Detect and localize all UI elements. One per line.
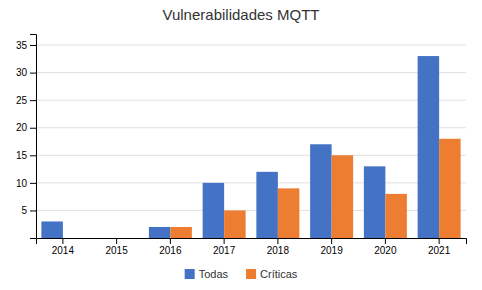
- y-tick: 30: [16, 67, 36, 78]
- y-tick-label: 5: [21, 205, 27, 216]
- y-axis-line: [30, 35, 37, 239]
- grid-line: [36, 127, 466, 128]
- legend-swatch: [185, 269, 195, 279]
- x-tick-mark: [439, 238, 440, 244]
- legend-swatch: [246, 269, 256, 279]
- x-tick-label: 2021: [428, 245, 451, 256]
- y-tick-label: 20: [16, 122, 28, 133]
- bar: [256, 172, 278, 238]
- x-tick-mark: [62, 238, 63, 244]
- x-tick-label: 2016: [159, 245, 182, 256]
- bar: [203, 183, 225, 238]
- y-tick-label: 15: [16, 150, 28, 161]
- bar: [170, 227, 192, 238]
- y-tick-label: 10: [16, 178, 28, 189]
- x-tick: 2021: [428, 238, 451, 256]
- legend-label: Todas: [199, 268, 229, 280]
- x-tick-label: 2020: [374, 245, 397, 256]
- x-tick: 2020: [374, 238, 397, 256]
- bar: [224, 210, 246, 238]
- grid-line: [36, 182, 466, 183]
- plot-area: 5 10 15 20 25 30 35 2014 2015 2016 2017 2018 2019 202…: [16, 35, 467, 257]
- x-tick-label: 2017: [213, 245, 236, 256]
- y-tick: 25: [16, 95, 36, 106]
- x-tick: 2018: [267, 238, 290, 256]
- y-tick: 15: [16, 150, 36, 161]
- x-tick-mark: [170, 238, 171, 244]
- bar: [41, 221, 63, 238]
- y-tick-mark: [30, 128, 36, 129]
- legend-label: Críticas: [260, 268, 298, 280]
- x-axis: 2014 2015 2016 2017 2018 2019 2020 2021: [37, 238, 467, 256]
- bar-series: [41, 56, 439, 238]
- x-tick-mark: [116, 238, 117, 244]
- bar: [117, 238, 139, 239]
- bar: [364, 166, 386, 238]
- x-tick: 2015: [106, 238, 129, 256]
- bar: [310, 144, 332, 238]
- y-tick-mark: [30, 73, 36, 74]
- bars: [41, 56, 460, 238]
- bar-series: [170, 139, 460, 238]
- x-tick-mark: [277, 238, 278, 244]
- grid: [36, 45, 466, 210]
- grid-line: [36, 155, 466, 156]
- y-tick: 20: [16, 122, 36, 133]
- y-tick-label: 25: [16, 95, 28, 106]
- y-tick: 10: [16, 178, 36, 189]
- title: Vulnerabilidades MQTT: [162, 6, 319, 23]
- bar: [149, 227, 171, 238]
- bar: [278, 188, 300, 238]
- x-tick-label: 2019: [321, 245, 344, 256]
- x-tick-label: 2015: [106, 245, 129, 256]
- y-tick-mark: [30, 45, 36, 46]
- grid-line: [36, 100, 466, 101]
- y-tick-label: 35: [16, 40, 28, 51]
- legend-item: Críticas: [246, 268, 298, 280]
- x-tick-label: 2018: [267, 245, 290, 256]
- y-tick-mark: [30, 210, 36, 211]
- x-tick-mark: [331, 238, 332, 244]
- x-tick: 2019: [321, 238, 344, 256]
- bar: [63, 238, 85, 239]
- x-axis-line: [37, 239, 467, 245]
- bar: [439, 139, 461, 238]
- x-tick-mark: [224, 238, 225, 244]
- y-tick-mark: [30, 155, 36, 156]
- legend-item: Todas: [185, 268, 229, 280]
- bar: [418, 56, 440, 238]
- x-tick: 2016: [159, 238, 182, 256]
- x-tick-mark: [385, 238, 386, 244]
- bar: [95, 238, 117, 239]
- legend: Todas Críticas: [185, 268, 298, 280]
- grid-line: [36, 72, 466, 73]
- y-tick: 5: [21, 205, 36, 216]
- chart: Vulnerabilidades MQTT5101520253035201420…: [0, 0, 482, 290]
- y-tick-mark: [30, 100, 36, 101]
- y-axis: 5 10 15 20 25 30 35: [16, 35, 37, 239]
- x-tick: 2017: [213, 238, 236, 256]
- y-tick-label: 30: [16, 67, 28, 78]
- y-tick: 35: [16, 40, 36, 51]
- x-tick: 2014: [52, 238, 75, 256]
- bar: [385, 194, 407, 238]
- bar: [332, 155, 354, 238]
- x-tick-label: 2014: [52, 245, 75, 256]
- grid-line: [36, 45, 466, 46]
- y-tick-mark: [30, 183, 36, 184]
